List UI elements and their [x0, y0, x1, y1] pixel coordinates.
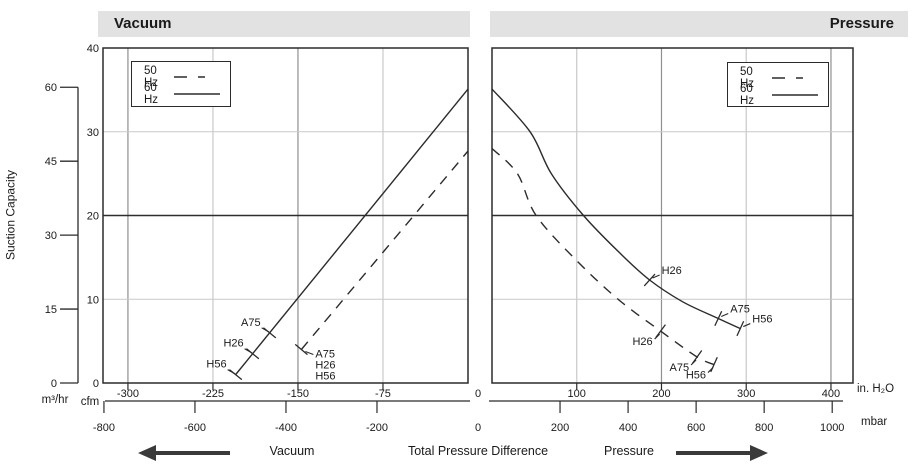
legend-row-60hz: 60 Hz: [740, 83, 820, 107]
unit-label-cfm: cfm: [80, 396, 100, 408]
y-tick-label-cfm: 20: [87, 211, 99, 223]
x-tick-label-mbar: -200: [366, 422, 388, 434]
x-tick-label-mbar: 1000: [820, 422, 844, 434]
caption-vacuum: Vacuum: [269, 444, 315, 458]
label-leader-line: [305, 350, 314, 356]
vacuum-curve-60hz: [235, 88, 469, 376]
caption-total-pressure-difference: Total Pressure Difference: [407, 444, 549, 458]
x-tick-label-mbar: -800: [93, 422, 115, 434]
model-label-h56: H56: [686, 370, 706, 382]
vacuum-arrow-shaft: [156, 451, 230, 455]
x-tick-label-inh2o: 100: [568, 388, 586, 400]
y-tick-label-cfm: 10: [87, 294, 99, 306]
x-tick-label-inh2o: 200: [652, 388, 670, 400]
model-label-h56: H56: [206, 359, 226, 371]
dashed-line-sample-icon: [174, 75, 220, 78]
y-tick-label-m3hr: 15: [45, 304, 57, 316]
pressure-header-bar: Pressure: [490, 11, 908, 37]
y-tick-label-cfm: 0: [93, 378, 99, 390]
pressure-arrow-right-icon: [750, 445, 768, 461]
model-tick-mark: [294, 343, 308, 356]
model-label-h26: H26: [223, 338, 243, 350]
x-tick-label-zero-inh2o: 0: [475, 388, 481, 400]
y-tick-label-cfm: 30: [87, 127, 99, 139]
unit-label-inh2o: in. H₂O: [857, 383, 895, 395]
vacuum-arrow-left-icon: [138, 445, 156, 461]
y-tick-label-m3hr: 60: [45, 82, 57, 94]
model-tick-mark: [643, 273, 656, 287]
vacuum-plot-border: [102, 47, 469, 384]
vacuum-title: Vacuum: [114, 15, 172, 32]
vacuum-curve-50hz: [300, 150, 469, 350]
unit-label-m3hr: m³/hr: [41, 394, 69, 406]
x-tick-label-mbar: 400: [619, 422, 637, 434]
y-tick-label-m3hr: 45: [45, 156, 57, 168]
legend-label-60hz: 60 Hz: [144, 81, 159, 106]
model-label-a75: A75: [730, 304, 750, 316]
x-tick-label-mbar: 800: [755, 422, 773, 434]
label-leader-line: [652, 274, 660, 279]
x-tick-label-mbar: -600: [184, 422, 206, 434]
model-tick-mark: [710, 357, 718, 373]
model-label-a75: A75: [241, 317, 261, 329]
model-label-a75: A75: [669, 362, 689, 374]
x-tick-label-inh2o: 300: [737, 388, 755, 400]
pressure-title: Pressure: [829, 15, 894, 32]
pressure-arrow-shaft: [676, 451, 750, 455]
vacuum-header-bar: Vacuum: [98, 11, 470, 37]
pressure-plot-border: [491, 47, 854, 384]
label-leader-line: [707, 367, 714, 373]
x-tick-label-mbar: 200: [551, 422, 569, 434]
legend-label-50hz: 50 Hz: [144, 64, 159, 89]
legend-row-50hz: 50 Hz: [144, 65, 222, 89]
y-tick-label-cfm: 40: [87, 43, 99, 55]
label-leader-line: [261, 327, 269, 333]
pressure-curve-50hz: [491, 147, 715, 366]
unit-label-mbar: mbar: [861, 416, 888, 428]
y-tick-label-m3hr: 30: [45, 230, 57, 242]
legend-pressure: 50 Hz 60 Hz: [727, 62, 829, 107]
label-leader-line: [743, 323, 751, 328]
x-tick-label-inh2o: -225: [202, 388, 224, 400]
model-label-h26: H26: [315, 360, 335, 372]
dashed-line-sample-icon: [772, 76, 818, 79]
model-label-h56: H56: [752, 314, 772, 326]
model-tick-mark: [655, 324, 666, 338]
legend-label-60hz: 60 Hz: [740, 82, 755, 107]
caption-pressure: Pressure: [603, 444, 655, 458]
model-label-h26: H26: [632, 336, 652, 348]
legend-row-50hz: 50 Hz: [740, 66, 820, 90]
model-label-a75: A75: [315, 349, 335, 361]
pressure-curve-60hz: [491, 88, 741, 330]
x-tick-label-inh2o: -75: [375, 388, 391, 400]
legend-vacuum: 50 Hz 60 Hz: [131, 61, 231, 107]
x-tick-label-mbar: 600: [687, 422, 705, 434]
label-leader-line: [654, 333, 661, 340]
label-leader-line: [690, 359, 697, 366]
y-tick-label-m3hr: 0: [51, 378, 57, 390]
model-tick-mark: [736, 321, 745, 337]
label-leader-line: [721, 313, 729, 318]
model-label-h26: H26: [662, 265, 682, 277]
model-tick-mark: [714, 310, 723, 327]
legend-row-60hz: 60 Hz: [144, 82, 222, 106]
label-leader-line: [227, 369, 235, 375]
x-tick-label-mbar: -400: [275, 422, 297, 434]
model-label-h56: H56: [315, 371, 335, 383]
x-tick-label-inh2o: 400: [822, 388, 840, 400]
legend-label-50hz: 50 Hz: [740, 65, 755, 90]
x-tick-label-inh2o: -150: [287, 388, 309, 400]
solid-line-sample-icon: [174, 92, 220, 95]
x-tick-label-inh2o: -300: [117, 388, 139, 400]
solid-line-sample-icon: [772, 93, 818, 96]
label-leader-line: [244, 348, 252, 354]
x-tick-label-zero-mbar: 0: [475, 422, 481, 434]
